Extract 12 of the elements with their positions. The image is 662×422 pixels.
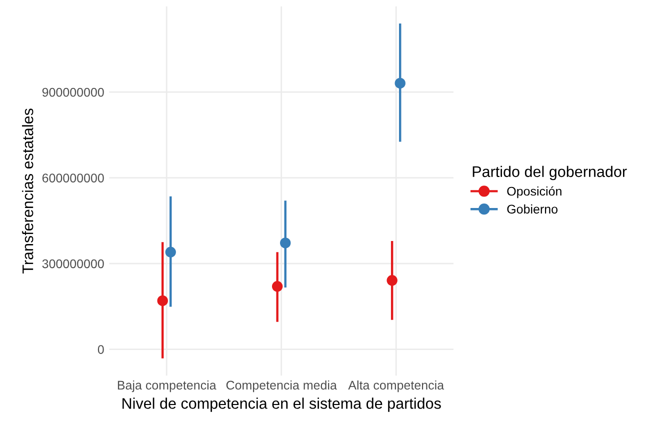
x-axis-title: Nivel de competencia en el sistema de partidos xyxy=(122,398,441,412)
legend-title: Partido del gobernador xyxy=(472,166,627,180)
x-tick-label: Competencia media xyxy=(226,380,337,392)
y-tick-label: 300000000 xyxy=(42,259,104,268)
legend-label: Gobierno xyxy=(507,204,558,214)
y-tick-label: 900000000 xyxy=(42,88,104,97)
y-axis-title: Transferencias estatales xyxy=(22,108,34,274)
legend-label: Oposición xyxy=(507,186,562,198)
x-tick-label: Alta competencia xyxy=(348,380,444,392)
x-tick-label: Baja competencia xyxy=(118,380,216,392)
y-tick-label: 0 xyxy=(98,345,104,354)
y-tick-label: 600000000 xyxy=(42,174,104,182)
